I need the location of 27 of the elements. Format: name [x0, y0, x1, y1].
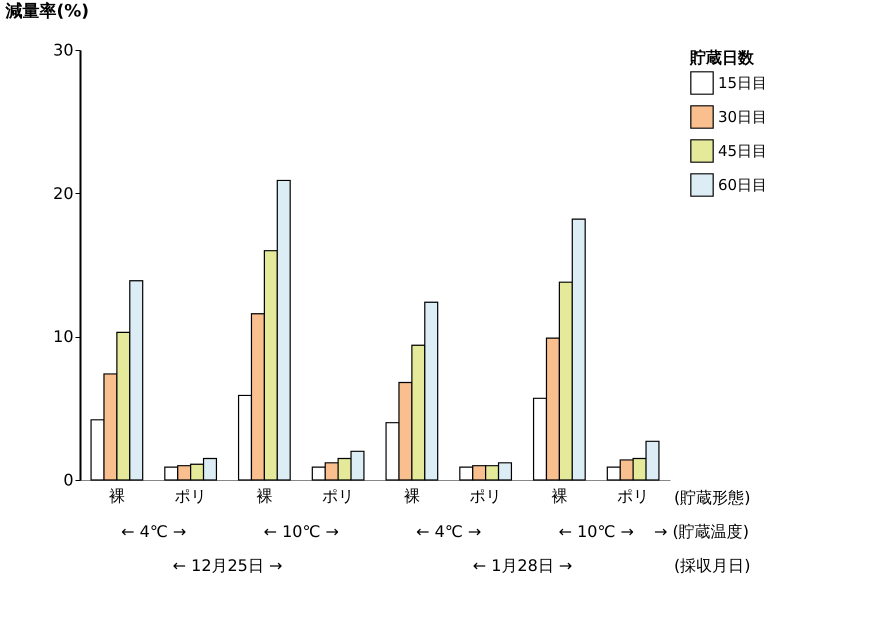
text: ← 10℃ →	[558, 522, 634, 541]
text: ← 4℃ →	[415, 522, 482, 541]
legend-label: 60日目	[718, 176, 768, 194]
text: → (貯蔵温度)	[654, 522, 749, 543]
text: ← 1月28日 →	[472, 556, 574, 577]
x-tick-label: ポリ	[617, 486, 650, 506]
text: (貯蔵形態)	[674, 488, 750, 509]
y-axis-title: 減量率(%)	[4, 2, 90, 22]
y-tick-label: 20	[53, 184, 74, 203]
text: ← 12月25日 →	[172, 556, 284, 577]
y-tick-label: 30	[53, 40, 74, 60]
x-tick-label: ポリ	[322, 486, 354, 506]
x-tick-label: 裸	[404, 486, 420, 506]
legend-label: 45日目	[718, 142, 768, 160]
y-tick-label: 0	[63, 470, 74, 490]
x-tick-label: ポリ	[470, 486, 502, 506]
x-tick-label: ポリ	[174, 486, 207, 506]
text: (採収月日)	[674, 556, 750, 577]
text: ← 4℃ →	[120, 522, 188, 541]
x-tick-label: 裸	[108, 486, 125, 506]
legend-label: 30日目	[718, 108, 768, 126]
legend-label: 15日目	[718, 74, 768, 92]
text: ← 10℃ →	[262, 522, 340, 541]
x-tick-label: 裸	[551, 486, 568, 506]
legend-title: 貯蔵日数	[689, 48, 755, 67]
y-tick-label: 10	[53, 327, 74, 346]
x-tick-label: 裸	[256, 486, 272, 506]
